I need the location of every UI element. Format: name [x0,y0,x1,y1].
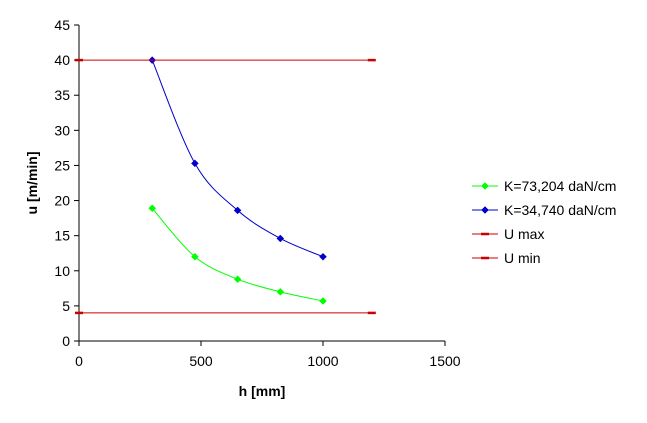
y-tick-label: 25 [54,157,70,173]
data-point [233,206,242,215]
series-layer [75,56,376,315]
y-tick-label: 30 [54,122,70,138]
data-point [276,287,285,296]
legend-label: U min [504,250,541,266]
data-point [319,297,327,305]
data-point [233,275,242,284]
series-line [151,59,324,258]
y-tick-label: 5 [62,298,70,314]
y-ticks: 0 5 10 15 20 25 30 35 40 45 [54,17,79,349]
y-tick-label: 45 [54,17,70,33]
legend: K=73,204 daN/cm K=34,740 daN/cm U max U min [472,178,616,266]
legend-label: U max [504,226,544,242]
legend-label: K=73,204 daN/cm [504,178,616,194]
x-tick-label: 1500 [429,353,460,369]
legend-item: K=34,740 daN/cm [472,202,616,218]
data-point [276,234,285,243]
y-tick-label: 10 [54,263,70,279]
series-0 [148,204,327,305]
x-tick-label: 0 [75,353,83,369]
data-point [191,252,199,261]
x-tick-label: 1000 [307,353,338,369]
y-tick-label: 35 [54,87,70,103]
data-point [191,159,199,168]
series-line [151,207,324,302]
y-tick-label: 0 [62,333,70,349]
y-tick-label: 20 [54,193,70,209]
x-ticks: 0 500 1000 1500 [75,341,461,369]
legend-item: U min [472,250,541,266]
y-tick-label: 15 [54,228,70,244]
legend-swatch-marker [481,206,489,214]
x-tick-label: 500 [189,353,213,369]
data-point [148,204,157,213]
legend-item: K=73,204 daN/cm [472,178,616,194]
legend-swatch-marker [481,182,489,190]
y-axis-title: u [m/min] [24,152,40,215]
axes [78,25,445,342]
legend-label: K=34,740 daN/cm [504,202,616,218]
series-1 [148,56,327,261]
y-tick-label: 40 [54,52,70,68]
legend-item: U max [472,226,544,242]
x-axis-title: h [mm] [239,383,286,399]
data-point [319,252,327,261]
